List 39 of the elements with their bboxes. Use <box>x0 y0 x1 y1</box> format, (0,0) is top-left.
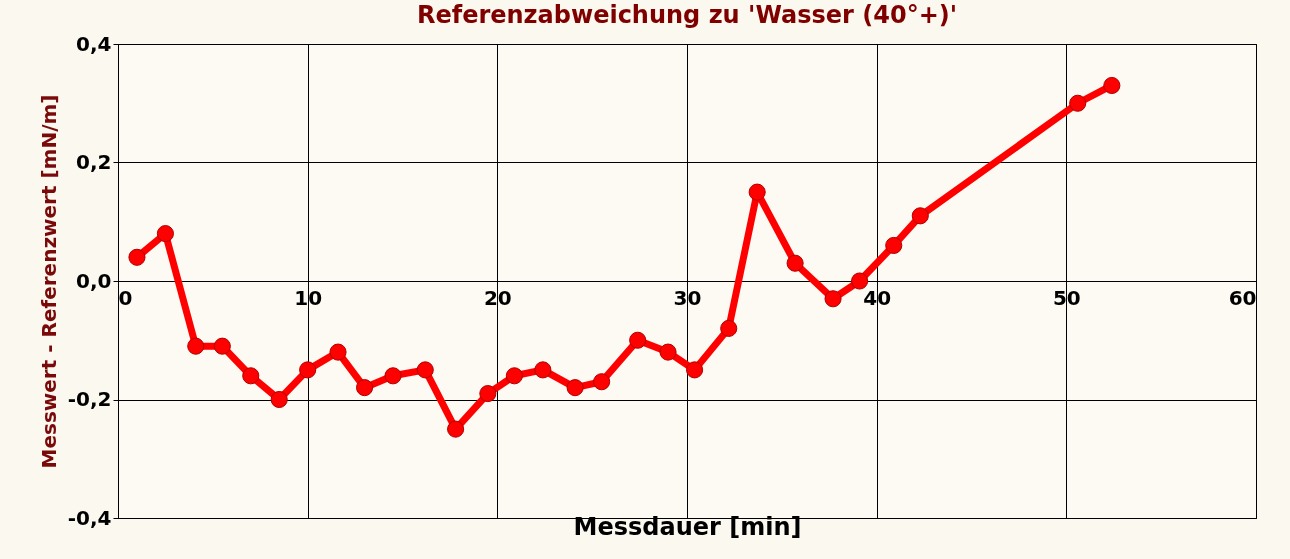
point <box>356 379 374 397</box>
point <box>1103 76 1121 95</box>
point <box>329 343 347 361</box>
point <box>911 207 929 225</box>
point <box>885 236 903 254</box>
y-tick-label: 0,4 <box>76 31 112 56</box>
point <box>748 183 766 201</box>
point <box>156 225 174 243</box>
x-axis-title: Messdauer [min] <box>573 512 802 541</box>
point <box>187 337 205 355</box>
y-tick-label: -0,2 <box>67 387 112 411</box>
y-tick-label: -0,4 <box>67 505 112 530</box>
point <box>786 254 804 272</box>
point <box>851 272 869 290</box>
x-tick-label: 0 <box>118 285 133 310</box>
point <box>720 319 738 337</box>
point <box>566 379 584 397</box>
point <box>824 290 842 308</box>
chart-title: Referenzabweichung zu 'Wasser (40°+)' <box>416 1 958 29</box>
point <box>534 361 552 379</box>
point <box>384 367 402 385</box>
point <box>447 420 465 438</box>
point <box>299 361 317 379</box>
point <box>505 367 523 385</box>
y-axis-title: Messwert - Referenzwert [mN/m] <box>36 94 61 469</box>
point <box>1069 94 1087 112</box>
point <box>213 337 231 355</box>
point <box>629 331 647 349</box>
point <box>686 361 704 379</box>
point <box>659 343 677 361</box>
point <box>416 361 434 379</box>
point <box>270 390 288 409</box>
point <box>128 248 146 266</box>
y-tick-label: 0,0 <box>76 268 112 293</box>
x-tick-label: 60 <box>1228 285 1257 310</box>
y-tick-label: 0,2 <box>76 150 112 174</box>
point <box>479 385 497 403</box>
point <box>242 367 260 385</box>
point <box>593 373 611 391</box>
